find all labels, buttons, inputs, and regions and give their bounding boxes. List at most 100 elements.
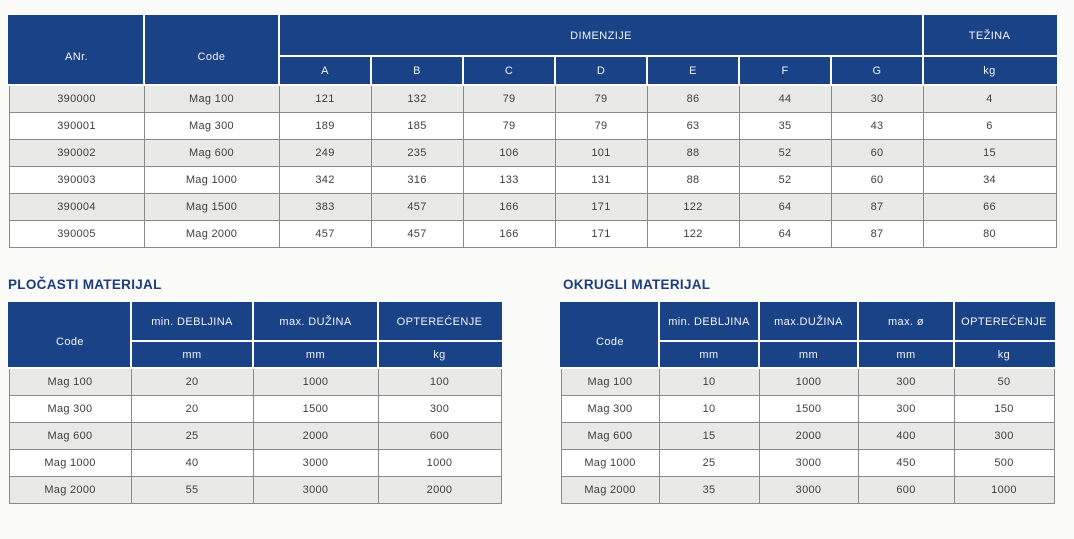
header-row-labels: Code min. DEBLJINA max. DUŽINA OPTEREĆEN… (8, 302, 502, 369)
table-row: 390002 Mag 600 249 235 106 101 88 52 60 … (8, 138, 1057, 167)
plocasti-materijal-table: Code min. DEBLJINA max. DUŽINA OPTEREĆEN… (8, 302, 502, 504)
cell-code: Mag 100 (143, 84, 280, 113)
cell-value: 3000 (252, 475, 379, 504)
cell-dim: 44 (738, 84, 832, 113)
cell-dim: 121 (278, 84, 372, 113)
cell-value: 10 (658, 394, 760, 423)
opterecenje-header: OPTEREĆENJE (377, 302, 502, 342)
cell-dim: 52 (738, 138, 832, 167)
cell-value: 1000 (953, 475, 1055, 504)
unit-mm-header: mm (758, 340, 859, 369)
okrugli-table-header: Code min. DEBLJINA max.DUŽINA max. ø OPT… (560, 302, 1055, 369)
table-row: 390001 Mag 300 189 185 79 79 63 35 43 6 (8, 111, 1057, 140)
dim-e-header: E (646, 55, 740, 86)
table-row: Mag 2000 55 3000 2000 (8, 475, 502, 504)
cell-dim: 166 (462, 192, 556, 221)
cell-dim: 64 (738, 192, 832, 221)
cell-value: 35 (658, 475, 760, 504)
unit-mm-header: mm (252, 340, 379, 369)
code-column-header: Code (143, 15, 280, 86)
cell-value: 500 (953, 448, 1055, 477)
cell-kg: 15 (922, 138, 1057, 167)
cell-code: Mag 600 (560, 421, 660, 450)
okrugli-materijal-title: OKRUGLI MATERIJAL (563, 277, 711, 292)
cell-dim: 79 (462, 84, 556, 113)
table-row: Mag 1000 40 3000 1000 (8, 448, 502, 477)
min-debljina-header: min. DEBLJINA (658, 302, 760, 342)
cell-dim: 52 (738, 165, 832, 194)
cell-value: 2000 (758, 421, 859, 450)
max-duzina-header: max. DUŽINA (252, 302, 379, 342)
unit-kg-header: kg (377, 340, 502, 369)
cell-kg: 66 (922, 192, 1057, 221)
cell-code: Mag 2000 (8, 475, 132, 504)
dimenzije-group-header: DIMENZIJE (278, 15, 924, 57)
cell-value: 2000 (377, 475, 502, 504)
cell-value: 1000 (252, 367, 379, 396)
cell-dim: 457 (370, 192, 464, 221)
table-row: Mag 1000 25 3000 450 500 (560, 448, 1055, 477)
cell-value: 100 (377, 367, 502, 396)
cell-dim: 171 (554, 219, 648, 248)
cell-dim: 457 (278, 219, 372, 248)
unit-mm-header: mm (130, 340, 254, 369)
cell-dim: 106 (462, 138, 556, 167)
cell-dim: 171 (554, 192, 648, 221)
cell-dim: 64 (738, 219, 832, 248)
cell-value: 55 (130, 475, 254, 504)
cell-dim: 86 (646, 84, 740, 113)
cell-kg: 4 (922, 84, 1057, 113)
cell-value: 450 (857, 448, 955, 477)
table-row: Mag 600 25 2000 600 (8, 421, 502, 450)
dimensions-table-header: ANr. Code DIMENZIJE TEŽINA A B C D E F G… (8, 15, 1057, 86)
cell-value: 300 (857, 367, 955, 396)
unit-kg-header: kg (953, 340, 1055, 369)
dim-b-header: B (370, 55, 464, 86)
header-row-units: mm mm mm kg (561, 340, 1055, 369)
cell-anr: 390004 (8, 192, 145, 221)
dimensions-table: ANr. Code DIMENZIJE TEŽINA A B C D E F G… (8, 15, 1057, 248)
unit-mm-header: mm (857, 340, 955, 369)
cell-dim: 87 (830, 219, 924, 248)
anr-column-header: ANr. (8, 15, 145, 86)
cell-dim: 166 (462, 219, 556, 248)
cell-dim: 189 (278, 111, 372, 140)
cell-code: Mag 100 (8, 367, 132, 396)
code-column-header: Code (560, 302, 660, 369)
opterecenje-header: OPTEREĆENJE (953, 302, 1055, 342)
cell-dim: 88 (646, 138, 740, 167)
cell-dim: 79 (554, 111, 648, 140)
cell-dim: 457 (370, 219, 464, 248)
cell-dim: 35 (738, 111, 832, 140)
cell-anr: 390003 (8, 165, 145, 194)
cell-code: Mag 2000 (143, 219, 280, 248)
cell-value: 1500 (758, 394, 859, 423)
cell-anr: 390002 (8, 138, 145, 167)
cell-dim: 131 (554, 165, 648, 194)
table-row: Mag 100 10 1000 300 50 (560, 367, 1055, 396)
dim-c-header: C (462, 55, 556, 86)
dim-g-header: G (830, 55, 924, 86)
cell-dim: 79 (554, 84, 648, 113)
cell-dim: 60 (830, 165, 924, 194)
cell-value: 300 (953, 421, 1055, 450)
cell-dim: 132 (370, 84, 464, 113)
dim-f-header: F (738, 55, 832, 86)
header-row-dims: A B C D E F G kg (9, 55, 1057, 86)
max-duzina-header: max.DUŽINA (758, 302, 859, 342)
cell-value: 25 (658, 448, 760, 477)
header-row-groups: ANr. Code DIMENZIJE TEŽINA (8, 15, 1057, 86)
table-row: Mag 100 20 1000 100 (8, 367, 502, 396)
cell-value: 3000 (252, 448, 379, 477)
cell-kg: 80 (922, 219, 1057, 248)
cell-code: Mag 1000 (560, 448, 660, 477)
cell-dim: 60 (830, 138, 924, 167)
cell-value: 2000 (252, 421, 379, 450)
header-row-units: mm mm kg (9, 340, 502, 369)
plocasti-table-header: Code min. DEBLJINA max. DUŽINA OPTEREĆEN… (8, 302, 502, 369)
cell-dim: 185 (370, 111, 464, 140)
cell-dim: 88 (646, 165, 740, 194)
cell-value: 50 (953, 367, 1055, 396)
cell-dim: 316 (370, 165, 464, 194)
min-debljina-header: min. DEBLJINA (130, 302, 254, 342)
